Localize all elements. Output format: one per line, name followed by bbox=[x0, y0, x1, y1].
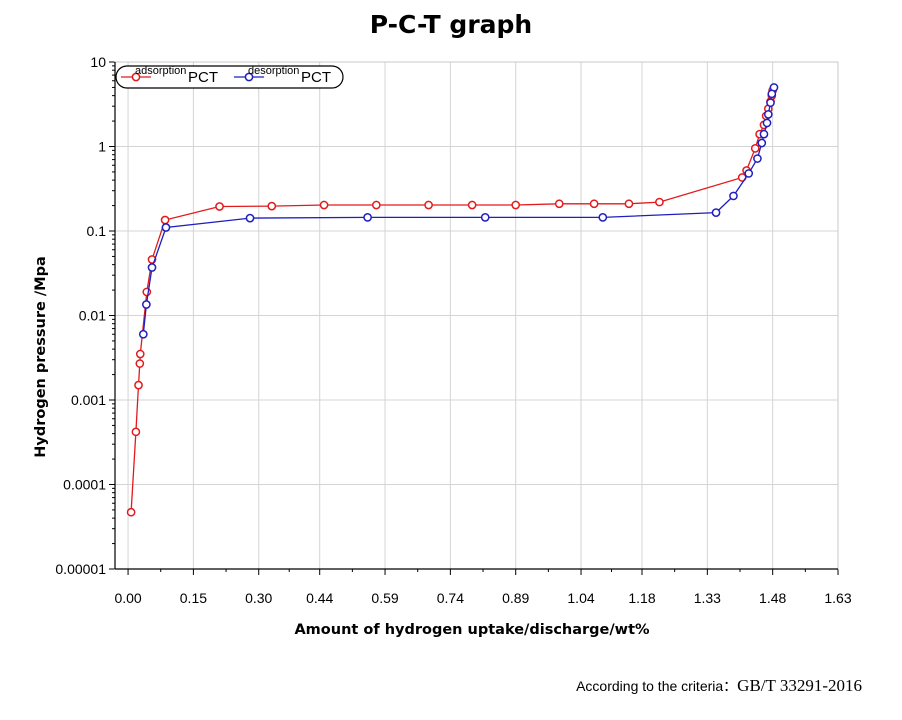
desorption-point bbox=[753, 154, 762, 163]
legend-box bbox=[115, 65, 344, 89]
adsorption-point bbox=[424, 200, 433, 210]
x-tick-label: 1.18 bbox=[628, 590, 655, 606]
adsorption-point bbox=[126, 507, 136, 517]
adsorption-point bbox=[160, 215, 170, 225]
adsorption-point bbox=[624, 199, 634, 209]
y-tick-label: 0.1 bbox=[87, 223, 107, 239]
chart-title: P-C-T graph bbox=[369, 10, 533, 39]
desorption-point bbox=[766, 98, 775, 108]
x-tick-label: 1.48 bbox=[759, 590, 786, 606]
x-tick-label: 0.30 bbox=[245, 590, 272, 606]
desorption-point bbox=[744, 169, 754, 178]
y-tick-label: 1 bbox=[98, 139, 106, 155]
footer-standard: GB/T 33291-2016 bbox=[737, 676, 862, 695]
adsorption-line bbox=[130, 90, 774, 513]
adsorption-point bbox=[554, 199, 564, 209]
desorption-point bbox=[711, 208, 721, 217]
y-axis-label: Hydrogen pressure /Mpa bbox=[33, 256, 49, 458]
adsorption-point bbox=[750, 144, 760, 153]
x-tick-label: 0.44 bbox=[306, 590, 333, 606]
x-tick-label: 1.04 bbox=[567, 590, 594, 606]
adsorption-point bbox=[135, 349, 145, 359]
desorption-point bbox=[598, 213, 608, 222]
y-tick-label: 0.01 bbox=[79, 308, 106, 324]
desorption-point bbox=[767, 89, 777, 99]
legend-swatch-marker bbox=[244, 72, 254, 82]
desorption-point bbox=[161, 223, 171, 232]
desorption-point bbox=[759, 129, 769, 139]
desorption-point bbox=[138, 329, 148, 339]
x-tick-label: 0.89 bbox=[502, 590, 529, 606]
adsorption-point bbox=[215, 202, 224, 211]
legend-label-suffix: PCT bbox=[301, 69, 331, 86]
desorption-point bbox=[729, 191, 738, 201]
series-lines bbox=[126, 83, 779, 517]
adsorption-point bbox=[134, 380, 143, 390]
pct-chart: 0.00 0.15 0.30 0.44 0.59 0.74 0.89 1.04 1.18 1.33… bbox=[33, 54, 852, 638]
adsorption-point bbox=[655, 197, 664, 207]
desorption-point bbox=[142, 300, 151, 309]
adsorption-point bbox=[135, 359, 145, 368]
adsorption-point bbox=[467, 200, 477, 210]
legend-label-prefix: adsorption bbox=[135, 65, 186, 77]
y-tick-label: 0.00001 bbox=[55, 561, 106, 577]
desorption-point bbox=[245, 213, 255, 223]
desorption-line bbox=[142, 87, 775, 335]
adsorption-point bbox=[589, 199, 599, 209]
x-tick-label: 0.74 bbox=[437, 590, 464, 606]
legend-label-suffix: PCT bbox=[188, 69, 218, 86]
footer-text: According to the criteria： bbox=[576, 678, 738, 694]
desorption-point bbox=[480, 213, 490, 222]
desorption-point bbox=[147, 263, 157, 272]
adsorption-point bbox=[131, 427, 141, 437]
desorption-point bbox=[363, 213, 372, 222]
legend-swatch-marker bbox=[131, 72, 141, 82]
tick-labels: 0.00 0.15 0.30 0.44 0.59 0.74 0.89 1.04 1.18 1.33… bbox=[55, 54, 851, 606]
desorption-point bbox=[757, 138, 767, 148]
adsorption-point bbox=[371, 200, 381, 210]
footer-criteria: According to the criteria：GB/T 33291-201… bbox=[576, 676, 862, 696]
legend: adsorption PCT desorption PCT bbox=[115, 65, 344, 89]
adsorption-point bbox=[511, 200, 521, 210]
y-tick-label: 10 bbox=[90, 54, 106, 70]
x-tick-label: 0.15 bbox=[180, 590, 207, 606]
axes bbox=[109, 61, 839, 575]
adsorption-point bbox=[267, 201, 277, 211]
x-tick-label: 1.33 bbox=[694, 590, 721, 606]
x-tick-label: 0.59 bbox=[371, 590, 398, 606]
x-axis-label: Amount of hydrogen uptake/discharge/wt% bbox=[294, 622, 650, 638]
adsorption-point bbox=[319, 200, 329, 210]
desorption-point bbox=[763, 110, 773, 119]
y-tick-label: 0.0001 bbox=[63, 477, 106, 493]
grid-lines bbox=[115, 61, 839, 570]
desorption-point bbox=[762, 118, 772, 128]
x-tick-label: 0.00 bbox=[114, 590, 141, 606]
y-tick-label: 0.001 bbox=[71, 392, 106, 408]
x-tick-label: 1.63 bbox=[824, 590, 851, 606]
legend-label-prefix: desorption bbox=[248, 65, 299, 77]
